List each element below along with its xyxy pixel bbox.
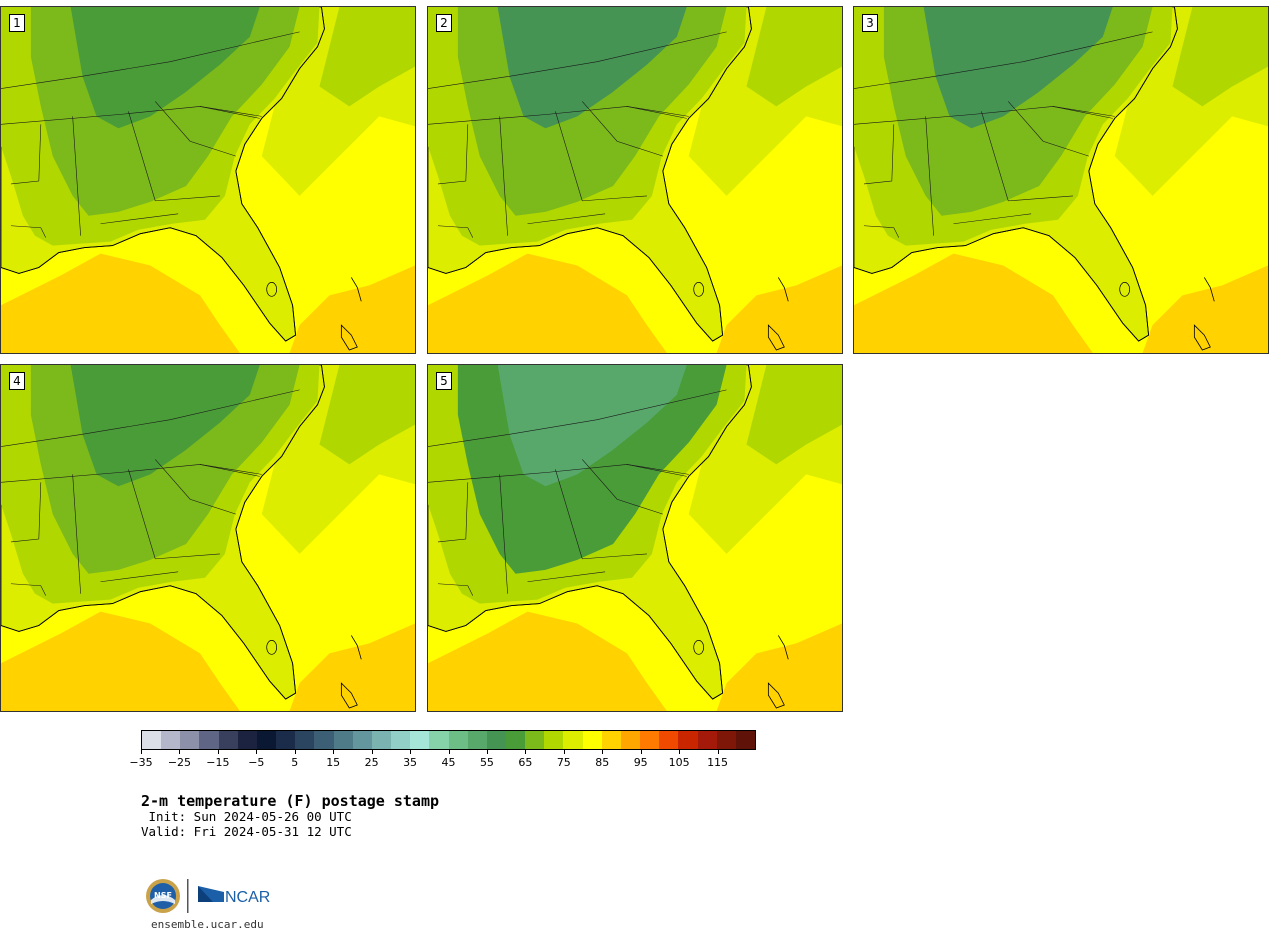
valid-time: Valid: Fri 2024-05-31 12 UTC [141, 824, 352, 839]
colorbar-tick [486, 750, 488, 754]
colorbar-swatch [276, 731, 296, 749]
member-label-1: 1 [9, 14, 25, 32]
temperature-map-2 [428, 7, 842, 353]
colorbar-swatch [486, 731, 506, 749]
colorbar-swatch [333, 731, 353, 749]
colorbar-tick-label: −35 [129, 756, 153, 769]
colorbar-swatch [735, 731, 755, 749]
colorbar-tick-label: 5 [291, 756, 299, 769]
colorbar-tick [563, 750, 565, 754]
colorbar-tick [640, 750, 642, 754]
colorbar-swatch [582, 731, 602, 749]
colorbar-swatch [505, 731, 526, 749]
colorbar-ticks: −35 −25 −15 −5 5 15 25 35 45 55 65 75 85 95 105 115 [129, 750, 756, 770]
colorbar-swatch [620, 731, 641, 749]
colorbar-tick [179, 750, 181, 754]
colorbar-tick-label: 55 [479, 756, 494, 769]
map-panel-5: 5 [427, 364, 843, 712]
colorbar-tick [371, 750, 373, 754]
colorbar-swatch [237, 731, 257, 749]
colorbar [141, 730, 756, 750]
chart-title: 2-m temperature (F) postage stamp [141, 792, 440, 810]
colorbar-swatch [525, 731, 545, 749]
colorbar-tick-label: 65 [518, 756, 533, 769]
colorbar-swatch [640, 731, 660, 749]
colorbar-tick-label: −25 [167, 756, 192, 769]
map-panel-3: 3 [853, 6, 1269, 354]
colorbar-swatch [659, 731, 679, 749]
colorbar-tick-label: 45 [441, 756, 456, 769]
member-label-3: 3 [862, 14, 878, 32]
colorbar-swatch [199, 731, 219, 749]
colorbar-tick [410, 750, 412, 754]
ncar-logo-text: NCAR [225, 889, 270, 906]
logos: NSF NCAR [145, 876, 275, 916]
colorbar-tick-label: 95 [633, 756, 648, 769]
colorbar-swatch [410, 731, 430, 749]
colorbar-swatch [429, 731, 449, 749]
init-time: Init: Sun 2024-05-26 00 UTC [141, 809, 352, 824]
colorbar-swatch [544, 731, 564, 749]
ncar-logo-icon: NCAR [198, 886, 270, 906]
colorbar-tick [525, 750, 527, 754]
colorbar-tick [717, 750, 719, 754]
colorbar-swatch [295, 731, 315, 749]
colorbar-tick-label: 75 [556, 756, 571, 769]
colorbar-tick [256, 750, 258, 754]
colorbar-swatch [218, 731, 238, 749]
colorbar-swatch [448, 731, 468, 749]
colorbar-tick [141, 750, 142, 754]
colorbar-swatch [716, 731, 736, 749]
temperature-map-5 [428, 365, 842, 711]
colorbar-swatch [678, 731, 698, 749]
temperature-map-4 [1, 365, 415, 711]
colorbar-swatch [391, 731, 411, 749]
colorbar-swatch [601, 731, 621, 749]
colorbar-tick-label: −5 [248, 756, 265, 769]
temperature-map-3 [854, 7, 1268, 353]
nsf-logo-icon: NSF [146, 879, 180, 913]
colorbar-tick-label: 25 [364, 756, 379, 769]
colorbar-swatch [180, 731, 200, 749]
colorbar-swatch [161, 731, 181, 749]
colorbar-tick [602, 750, 604, 754]
map-panel-4: 4 [0, 364, 416, 712]
colorbar-tick [679, 750, 681, 754]
colorbar-tick-label: 35 [403, 756, 418, 769]
colorbar-swatch [142, 731, 162, 749]
colorbar-tick-label: 105 [668, 756, 690, 769]
nsf-logo-text: NSF [154, 891, 172, 900]
temperature-map-1 [1, 7, 415, 353]
colorbar-tick-label: −15 [206, 756, 230, 769]
colorbar-swatch [697, 731, 717, 749]
colorbar-tick [294, 750, 296, 754]
map-panel-1: 1 [0, 6, 416, 354]
colorbar-tick-label: 115 [707, 756, 729, 769]
colorbar-tick [448, 750, 450, 754]
map-panel-2: 2 [427, 6, 843, 354]
colorbar-swatch [563, 731, 583, 749]
website-url: ensemble.ucar.edu [151, 918, 264, 931]
colorbar-tick [333, 750, 335, 754]
member-label-4: 4 [9, 372, 25, 390]
colorbar-tick-label: 85 [595, 756, 610, 769]
colorbar-tick-label: 15 [326, 756, 341, 769]
colorbar-swatch [371, 731, 392, 749]
colorbar-swatch [352, 731, 372, 749]
colorbar-swatch [314, 731, 334, 749]
member-label-5: 5 [436, 372, 452, 390]
colorbar-swatch [256, 731, 277, 749]
colorbar-tick [217, 750, 219, 754]
colorbar-swatch [467, 731, 487, 749]
member-label-2: 2 [436, 14, 452, 32]
